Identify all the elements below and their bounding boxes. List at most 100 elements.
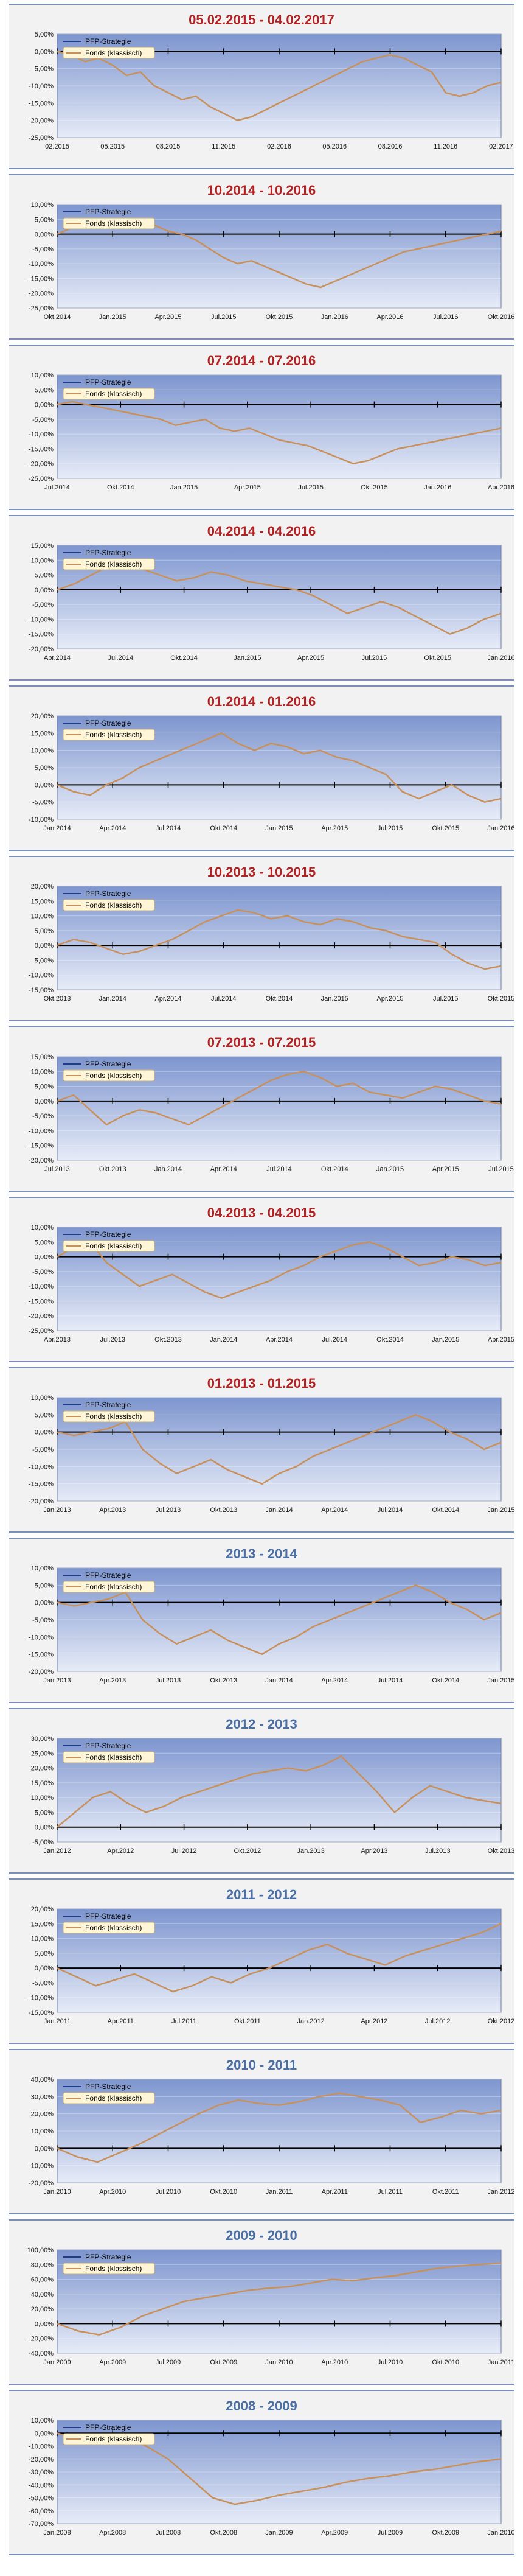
y-tick-label: -10,00% xyxy=(29,1634,54,1641)
y-tick-label: 10,00% xyxy=(31,1395,54,1402)
chart-title: 2012 - 2013 xyxy=(226,1717,297,1732)
chart-title: 2008 - 2009 xyxy=(226,2398,297,2413)
y-tick-label: 0,00% xyxy=(35,782,54,789)
y-tick-label: -10,00% xyxy=(29,1283,54,1290)
x-tick-label: Jan.2008 xyxy=(43,2529,71,2536)
y-tick-label: -5,00% xyxy=(32,1979,54,1987)
y-tick-label: -5,00% xyxy=(32,416,54,424)
x-tick-label: Jul.2014 xyxy=(378,1507,403,1514)
x-tick-label: Jul.2015 xyxy=(488,1166,514,1173)
x-tick-label: Jan.2009 xyxy=(265,2529,293,2536)
legend-label-fonds: Fonds (klassisch) xyxy=(85,901,142,909)
chart-title: 2009 - 2010 xyxy=(226,2228,297,2243)
x-tick-label: Jul.2010 xyxy=(156,2188,181,2196)
legend-box-fonds xyxy=(63,2433,155,2445)
y-tick-label: -20,00% xyxy=(29,1313,54,1320)
legend-label-fonds: Fonds (klassisch) xyxy=(85,2435,142,2443)
x-tick-label: Jan.2015 xyxy=(432,1336,459,1343)
y-tick-label: -20,00% xyxy=(29,646,54,653)
chart-title: 10.2013 - 10.2015 xyxy=(207,864,316,880)
legend: PFP-Strategie Fonds (klassisch) xyxy=(63,889,155,911)
y-tick-label: 15,00% xyxy=(31,1920,54,1928)
y-tick-label: 0,00% xyxy=(35,587,54,594)
x-tick-label: 02.2017 xyxy=(489,143,513,150)
y-tick-label: -25,00% xyxy=(29,135,54,142)
legend-label-pfp: PFP-Strategie xyxy=(85,548,131,557)
x-tick-label: Okt.2014 xyxy=(44,313,71,321)
x-tick-label: Okt.2012 xyxy=(488,2018,514,2025)
y-tick-label: 30,00% xyxy=(31,2093,54,2101)
y-tick-label: -5,00% xyxy=(32,1617,54,1624)
x-tick-label: Apr.2008 xyxy=(99,2529,126,2536)
y-tick-label: 40,00% xyxy=(31,2291,54,2298)
y-tick-label: -10,00% xyxy=(29,616,54,623)
legend-label-pfp: PFP-Strategie xyxy=(85,2253,131,2261)
chart-panel: 2011 - 2012 20,00% 15,00% 10,00% 5,00% 0,00% -… xyxy=(9,1878,514,2044)
series-line-fonds xyxy=(57,1584,502,1655)
y-tick-label: -10,00% xyxy=(29,816,54,824)
x-tick-label: Jul.2009 xyxy=(156,2359,181,2366)
chart-title: 2011 - 2012 xyxy=(226,1887,297,1902)
y-tick-label: 10,00% xyxy=(31,913,54,920)
chart-plot: 100,00% 80,00% 60,00% 40,00% 20,00% 0,00% -20,… xyxy=(27,2247,514,2366)
y-tick-label: 80,00% xyxy=(31,2261,54,2269)
chart-panel: 07.2013 - 07.2015 15,00% 10,00% 5,00% 0,00% -… xyxy=(9,1026,514,1192)
x-tick-label: Apr.2014 xyxy=(44,654,71,662)
chart-panel: 2012 - 2013 30,00% 25,00% 20,00% 15,00% 10,00… xyxy=(9,1708,514,1874)
legend-box-fonds xyxy=(63,1581,155,1593)
x-tick-label: Jul.2009 xyxy=(378,2529,403,2536)
y-tick-label: -5,00% xyxy=(32,1446,54,1454)
y-tick-label: -15,00% xyxy=(29,987,54,994)
x-tick-label: Jan.2012 xyxy=(43,1847,71,1855)
y-tick-label: -20,00% xyxy=(29,1157,54,1164)
y-tick-label: -5,00% xyxy=(32,246,54,253)
legend-label-pfp: PFP-Strategie xyxy=(85,1230,131,1239)
x-tick-label: Apr.2014 xyxy=(210,1166,237,1173)
legend: PFP-Strategie Fonds (klassisch) xyxy=(63,548,155,570)
y-tick-label: 20,00% xyxy=(31,713,54,720)
y-tick-label: 5,00% xyxy=(35,928,54,935)
legend-label-fonds: Fonds (klassisch) xyxy=(85,1923,142,1932)
legend-label-fonds: Fonds (klassisch) xyxy=(85,1071,142,1080)
series-line-fonds xyxy=(57,732,502,803)
x-tick-label: Jan.2014 xyxy=(43,825,71,832)
x-tick-label: Apr.2015 xyxy=(321,825,348,832)
chart-panel: 10.2013 - 10.2015 20,00% 15,00% 10,00% 5,00%… xyxy=(9,856,514,1021)
x-tick-label: Jan.2014 xyxy=(265,1507,293,1514)
legend: PFP-Strategie Fonds (klassisch) xyxy=(63,2082,155,2104)
x-tick-label: Apr.2009 xyxy=(321,2529,348,2536)
y-tick-label: 0,00% xyxy=(35,2145,54,2152)
legend-label-fonds: Fonds (klassisch) xyxy=(85,2094,142,2102)
chart-plot: 20,00% 15,00% 10,00% 5,00% 0,00% -5,00% -10,00… xyxy=(29,1906,514,2025)
x-tick-label: Jan.2013 xyxy=(297,1847,325,1855)
y-tick-label: 5,00% xyxy=(35,1809,54,1816)
y-tick-label: 10,00% xyxy=(31,747,54,755)
y-tick-label: -15,00% xyxy=(29,1298,54,1305)
chart-plot: 30,00% 25,00% 20,00% 15,00% 10,00% 5,00% 0,00%… xyxy=(31,1735,514,1855)
y-tick-label: 0,00% xyxy=(35,402,54,409)
legend-label-pfp: PFP-Strategie xyxy=(85,719,131,727)
x-tick-label: Jan.2011 xyxy=(488,2359,514,2366)
y-tick-label: -10,00% xyxy=(29,2443,54,2451)
legend-label-pfp: PFP-Strategie xyxy=(85,1060,131,1068)
legend-label-pfp: PFP-Strategie xyxy=(85,37,131,46)
legend-label-pfp: PFP-Strategie xyxy=(85,1912,131,1920)
x-tick-label: Jul.2014 xyxy=(44,484,70,491)
legend-box-fonds xyxy=(63,47,155,59)
y-tick-label: 60,00% xyxy=(31,2277,54,2284)
legend-box-fonds xyxy=(63,388,155,400)
x-tick-label: Jul.2013 xyxy=(44,1166,70,1173)
x-tick-label: Jan.2015 xyxy=(234,654,261,662)
x-tick-label: Jan.2012 xyxy=(487,2188,514,2196)
chart-title: 10.2014 - 10.2016 xyxy=(207,183,316,198)
y-tick-label: 0,00% xyxy=(35,48,54,55)
y-tick-label: 15,00% xyxy=(31,898,54,905)
legend-label-fonds: Fonds (klassisch) xyxy=(85,49,142,57)
y-tick-label: 0,00% xyxy=(35,1254,54,1261)
x-tick-label: Jan.2011 xyxy=(44,2018,71,2025)
x-tick-label: Jan.2013 xyxy=(43,1507,71,1514)
y-tick-label: -20,00% xyxy=(29,2180,54,2187)
legend-box-fonds xyxy=(63,1069,155,1082)
x-tick-label: Jul.2013 xyxy=(100,1336,125,1343)
x-tick-label: Okt.2014 xyxy=(266,995,293,1003)
